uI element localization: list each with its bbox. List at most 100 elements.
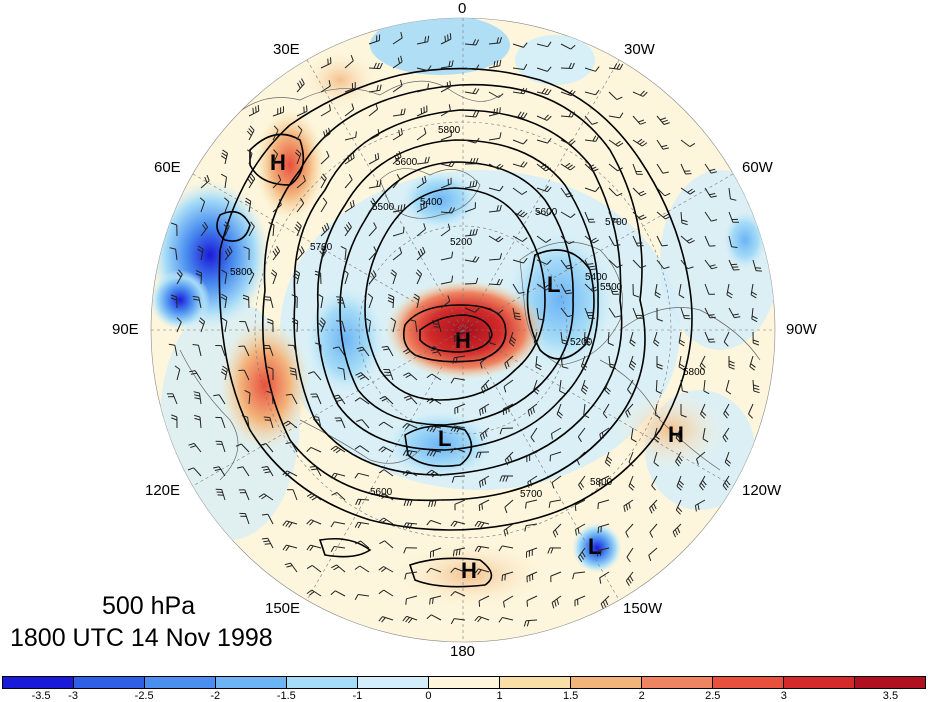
wind-barb <box>440 135 452 141</box>
wind-barb <box>654 403 658 415</box>
wind-barb <box>440 109 451 117</box>
wind-barb-flag <box>722 484 728 491</box>
wind-barb-flag <box>629 575 634 582</box>
wind-barb-flag <box>297 125 303 131</box>
wind-barb-flag <box>626 556 631 563</box>
wind-barb-flag <box>311 468 318 471</box>
wind-barb-flag <box>309 591 315 596</box>
wind-barb <box>464 185 476 189</box>
wind-barb-flag <box>708 314 715 316</box>
wind-barb-flag <box>478 452 482 458</box>
wind-barb-flag <box>501 575 503 582</box>
wind-barb-flag <box>496 60 499 67</box>
wind-barb-flag <box>273 149 278 155</box>
wind-barb <box>696 451 706 460</box>
wind-barb-flag <box>378 421 384 427</box>
wind-barb-flag <box>261 513 268 516</box>
wind-barb-flag <box>194 414 201 418</box>
wind-barb-flag <box>264 296 271 298</box>
wind-barb <box>368 227 377 237</box>
wind-barb-flag <box>477 569 482 575</box>
wind-barb-flag <box>581 551 586 558</box>
wind-barb-flag <box>450 591 456 597</box>
wind-barb <box>728 235 732 247</box>
wind-barb-flag <box>523 257 528 264</box>
wind-barb-flag <box>725 390 732 395</box>
wind-barb-flag <box>699 365 705 371</box>
wind-barb <box>416 181 427 189</box>
wind-barb <box>560 115 573 118</box>
wind-barb <box>560 235 570 245</box>
wind-barb-flag <box>429 471 435 476</box>
wind-barb-flag <box>198 320 204 325</box>
wind-barb-flag <box>499 253 503 260</box>
wind-barb-flag <box>540 163 547 168</box>
wind-barb <box>310 544 322 549</box>
wind-barb-flag <box>220 296 227 301</box>
wind-barb-flag <box>452 550 455 557</box>
wind-barb <box>267 513 274 525</box>
wind-barb <box>678 331 682 343</box>
wind-barb-flag <box>630 360 637 365</box>
wind-barb <box>504 451 514 461</box>
wind-barb-flag <box>472 111 477 117</box>
wind-barb-flag <box>381 519 387 524</box>
colorbar-tick-label: -2 <box>210 690 221 702</box>
wind-barb-flag <box>244 200 251 205</box>
wind-barb <box>454 425 466 429</box>
wind-barb <box>263 493 274 501</box>
pressure-centers: H H H H L L L <box>270 150 684 583</box>
wind-barb-flag <box>475 180 478 187</box>
wind-barb <box>291 394 298 405</box>
wind-barb-flag <box>751 315 758 320</box>
wind-barb-flag <box>409 319 416 322</box>
wind-barb <box>584 139 596 142</box>
wind-barb-flag <box>352 151 355 159</box>
wind-barb-flag <box>331 492 338 496</box>
wind-barb-flag <box>681 222 688 226</box>
wind-barb-flag <box>405 397 412 401</box>
wind-barb <box>224 321 228 333</box>
wind-barb-flag <box>306 447 312 452</box>
wind-barb-flag <box>750 363 756 368</box>
wind-barb-flag <box>354 397 361 402</box>
wind-barb <box>464 115 477 118</box>
wind-barb <box>454 377 466 381</box>
wind-barb <box>536 211 548 217</box>
wind-barb-flag <box>451 161 456 167</box>
wind-barb-flag <box>556 413 562 419</box>
wind-barb-flag <box>432 597 434 604</box>
wind-barb <box>560 211 571 219</box>
wind-barb-flag <box>660 117 667 121</box>
wind-barb <box>440 86 451 93</box>
wind-barb-flag <box>533 390 539 395</box>
wind-barb-flag <box>748 413 754 419</box>
wind-barb-flag <box>572 573 575 580</box>
wind-barb <box>268 345 274 357</box>
wind-barb <box>416 41 428 45</box>
wind-barb-flag <box>559 390 566 395</box>
wind-barb-flag <box>604 599 609 606</box>
contour-label: 5700 <box>605 217 628 228</box>
wind-barb <box>408 372 418 381</box>
wind-barb-flag <box>414 293 420 298</box>
wind-barb <box>512 187 523 195</box>
wind-barb <box>344 205 355 213</box>
wind-barb-flag <box>372 270 377 276</box>
wind-barb-flag <box>583 414 590 419</box>
wind-barb-flag <box>381 398 388 402</box>
wind-barb-flag <box>616 264 623 268</box>
wind-barb-flag <box>258 493 265 498</box>
wind-barb <box>512 283 520 294</box>
wind-barb-flag <box>244 389 251 394</box>
wind-barb-flag <box>479 409 482 416</box>
wind-barb-flag <box>469 158 473 165</box>
wind-barb-flag <box>655 291 661 296</box>
wind-barb <box>512 139 524 145</box>
wind-barb-flag <box>271 269 278 274</box>
wind-barb-flag <box>277 174 282 181</box>
wind-barb-flag <box>474 521 479 527</box>
colorbar-labels: -3.5 -3 -2.5 -2 -1.5 -1 0 1 1.5 2 2.5 3 3.5 <box>0 690 928 702</box>
wind-barb-flag <box>447 295 451 302</box>
wind-barb-flag <box>653 438 660 443</box>
